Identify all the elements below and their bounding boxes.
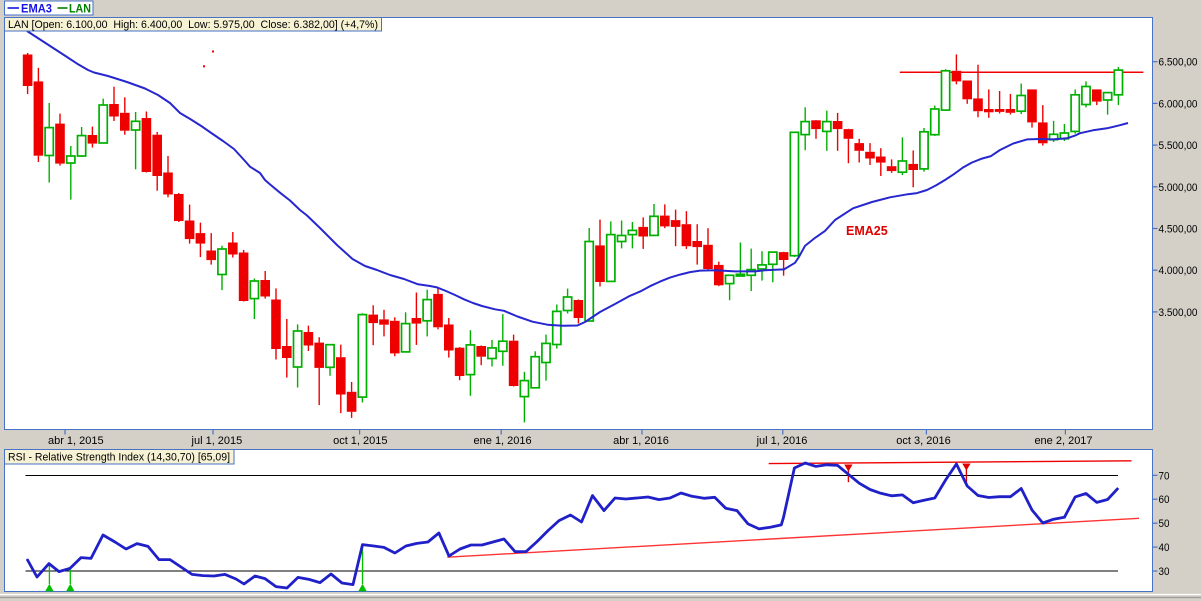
svg-text:oct 1, 2015: oct 1, 2015 (333, 435, 387, 447)
svg-text:60: 60 (1159, 494, 1170, 506)
svg-text:RSI - Relative Strength Index: RSI - Relative Strength Index (14,30,70)… (8, 452, 230, 464)
svg-text:abr 1, 2015: abr 1, 2015 (48, 435, 104, 447)
svg-text:abr 1, 2016: abr 1, 2016 (613, 435, 669, 447)
svg-text:30: 30 (1159, 566, 1170, 578)
svg-text:6.000,00: 6.000,00 (1159, 98, 1198, 110)
svg-text:5.000,00: 5.000,00 (1159, 182, 1198, 194)
svg-text:ene 1, 2016: ene 1, 2016 (474, 435, 532, 447)
svg-text:oct 3, 2016: oct 3, 2016 (896, 435, 950, 447)
svg-text:ene 2, 2017: ene 2, 2017 (1034, 435, 1092, 447)
svg-text:4.500,00: 4.500,00 (1159, 224, 1198, 236)
svg-text:40: 40 (1159, 542, 1170, 554)
svg-text:EMA25: EMA25 (846, 224, 888, 238)
svg-text:70: 70 (1159, 470, 1170, 482)
svg-text:5.500,00: 5.500,00 (1159, 140, 1198, 152)
svg-text:jul 1, 2016: jul 1, 2016 (756, 435, 808, 447)
svg-text:6.500,00: 6.500,00 (1159, 57, 1198, 69)
svg-text:jul 1, 2015: jul 1, 2015 (191, 435, 243, 447)
svg-text:LAN [Open: 6.100,00 High: 6.4: LAN [Open: 6.100,00 High: 6.400,00 Low: … (8, 19, 378, 31)
svg-text:EMA3: EMA3 (21, 4, 52, 16)
svg-text:4.000,00: 4.000,00 (1159, 265, 1198, 277)
svg-text:50: 50 (1159, 518, 1170, 530)
svg-text:3.500,00: 3.500,00 (1159, 307, 1198, 319)
svg-text:LAN: LAN (69, 4, 91, 16)
